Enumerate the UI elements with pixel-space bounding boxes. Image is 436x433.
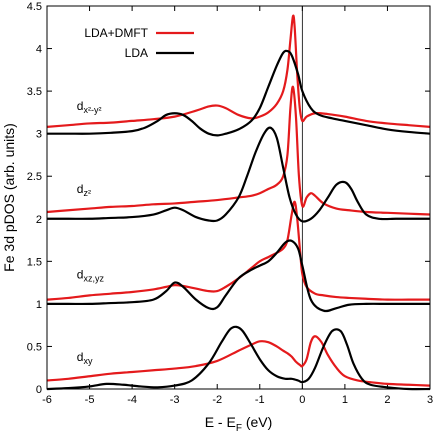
- tick-layer: -6 -5 -4 -3 -2 -1 0 1 2 3 0 0.5 1 1.5 2 2.5 3 3.5 4 4.5: [27, 1, 433, 406]
- legend: LDA+DMFT LDA: [84, 26, 194, 60]
- x-tick-label: 0: [299, 394, 305, 406]
- plot-frame: [46, 5, 431, 390]
- x-tick-label: -3: [170, 394, 180, 406]
- y-tick-label: 1: [36, 299, 42, 311]
- y-tick-label: 4.5: [27, 1, 42, 13]
- series-line-lda-dmft-dxy: [46, 335, 431, 387]
- legend-label-lda-dmft: LDA+DMFT: [84, 26, 148, 40]
- x-axis-title: E - EF (eV): [205, 414, 273, 433]
- x-tick-label: 2: [384, 394, 390, 406]
- x-tick-label: 1: [342, 394, 348, 406]
- orbital-label: dx²-y²: [77, 99, 102, 115]
- series-line-lda-dmft-dz2: [46, 85, 431, 216]
- series-layer: [46, 14, 431, 391]
- x-tick-label: -1: [255, 394, 265, 406]
- y-tick-label: 3.5: [27, 86, 42, 98]
- series-line-lda-dmft-dx2-y2: [46, 14, 431, 128]
- y-tick-label: 4: [36, 44, 42, 56]
- y-tick-label: 2.5: [27, 171, 42, 183]
- y-tick-label: 2: [36, 214, 42, 226]
- x-axis-title-tail: (eV): [242, 414, 272, 430]
- x-tick-label: -5: [85, 394, 95, 406]
- y-tick-label: 0: [36, 384, 42, 396]
- orbital-label: dxy: [77, 350, 93, 366]
- series-line-lda-dxz-yz: [47, 239, 430, 313]
- orbital-labels: dx²-y² dz² dxz,yz dxy: [77, 99, 105, 366]
- series-line-lda-dz2: [47, 126, 430, 223]
- orbital-label: dxz,yz: [77, 267, 105, 283]
- x-axis-title-sub: F: [236, 423, 242, 433]
- series-line-lda-dxy: [46, 325, 431, 391]
- y-tick-label: 3: [36, 129, 42, 141]
- y-tick-label: 1.5: [27, 256, 42, 268]
- x-tick-label: 3: [427, 394, 433, 406]
- series-line-lda-dx2-y2: [47, 49, 431, 137]
- series-line-lda-dmft-dxz-yz: [46, 200, 430, 301]
- x-axis-title-main: E - E: [205, 414, 236, 430]
- x-tick-label: -2: [212, 394, 222, 406]
- x-tick-label: -4: [127, 394, 137, 406]
- orbital-label: dz²: [77, 182, 91, 198]
- legend-label-lda: LDA: [125, 46, 148, 60]
- x-tick-label: -6: [42, 394, 52, 406]
- y-axis-title: Fe 3d pDOS (arb. units): [1, 123, 17, 272]
- y-tick-label: 0.5: [27, 341, 42, 353]
